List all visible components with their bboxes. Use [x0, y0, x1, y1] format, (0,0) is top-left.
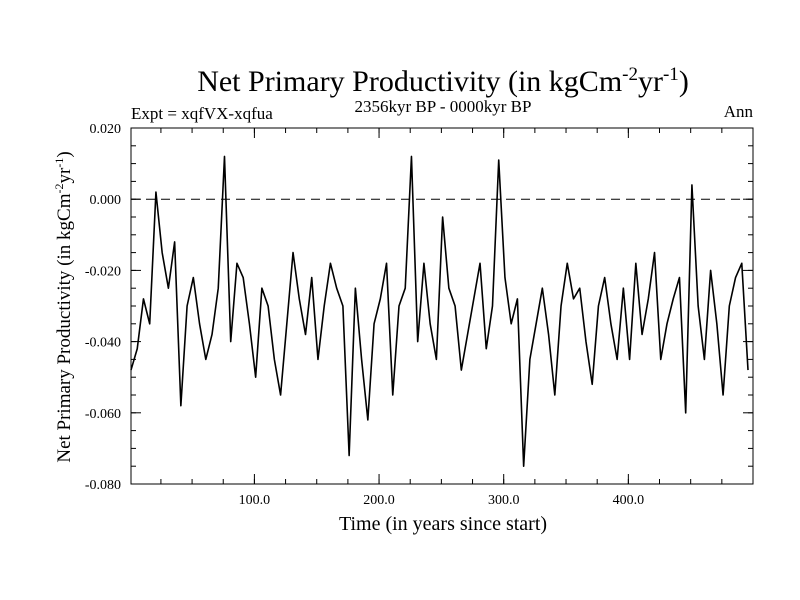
x-tick-label: 400.0 [613, 493, 645, 508]
y-tick-label: -0.080 [85, 478, 121, 493]
chart-title: Net Primary Productivity (in kgCm-2yr-1) [197, 64, 689, 98]
x-axis-label: Time (in years since start) [339, 513, 547, 535]
y-tick-label: -0.040 [85, 336, 121, 351]
y-tick-label: -0.020 [85, 264, 121, 279]
tick-layer: 0.020 0.000 -0.020 -0.040 -0.060 -0.080 100.0 2… [85, 122, 753, 508]
x-tick-label: 200.0 [363, 493, 395, 508]
series-line-0 [130, 155, 749, 468]
x-tick-label: 100.0 [239, 493, 271, 508]
x-tick-label: 300.0 [488, 493, 520, 508]
y-tick-label: 0.020 [90, 122, 122, 137]
series-layer [130, 155, 749, 468]
time-range-label: 2356kyr BP - 0000kyr BP [355, 97, 532, 116]
y-tick-label: 0.000 [90, 193, 122, 208]
experiment-label: Expt = xqfVX-xqfua [131, 104, 273, 123]
season-label: Ann [724, 102, 754, 121]
plot-frame [130, 127, 754, 485]
y-tick-label: -0.060 [85, 407, 121, 422]
y-axis-label: Net Primary Productivity (in kgCm-2yr-1) [52, 151, 75, 462]
